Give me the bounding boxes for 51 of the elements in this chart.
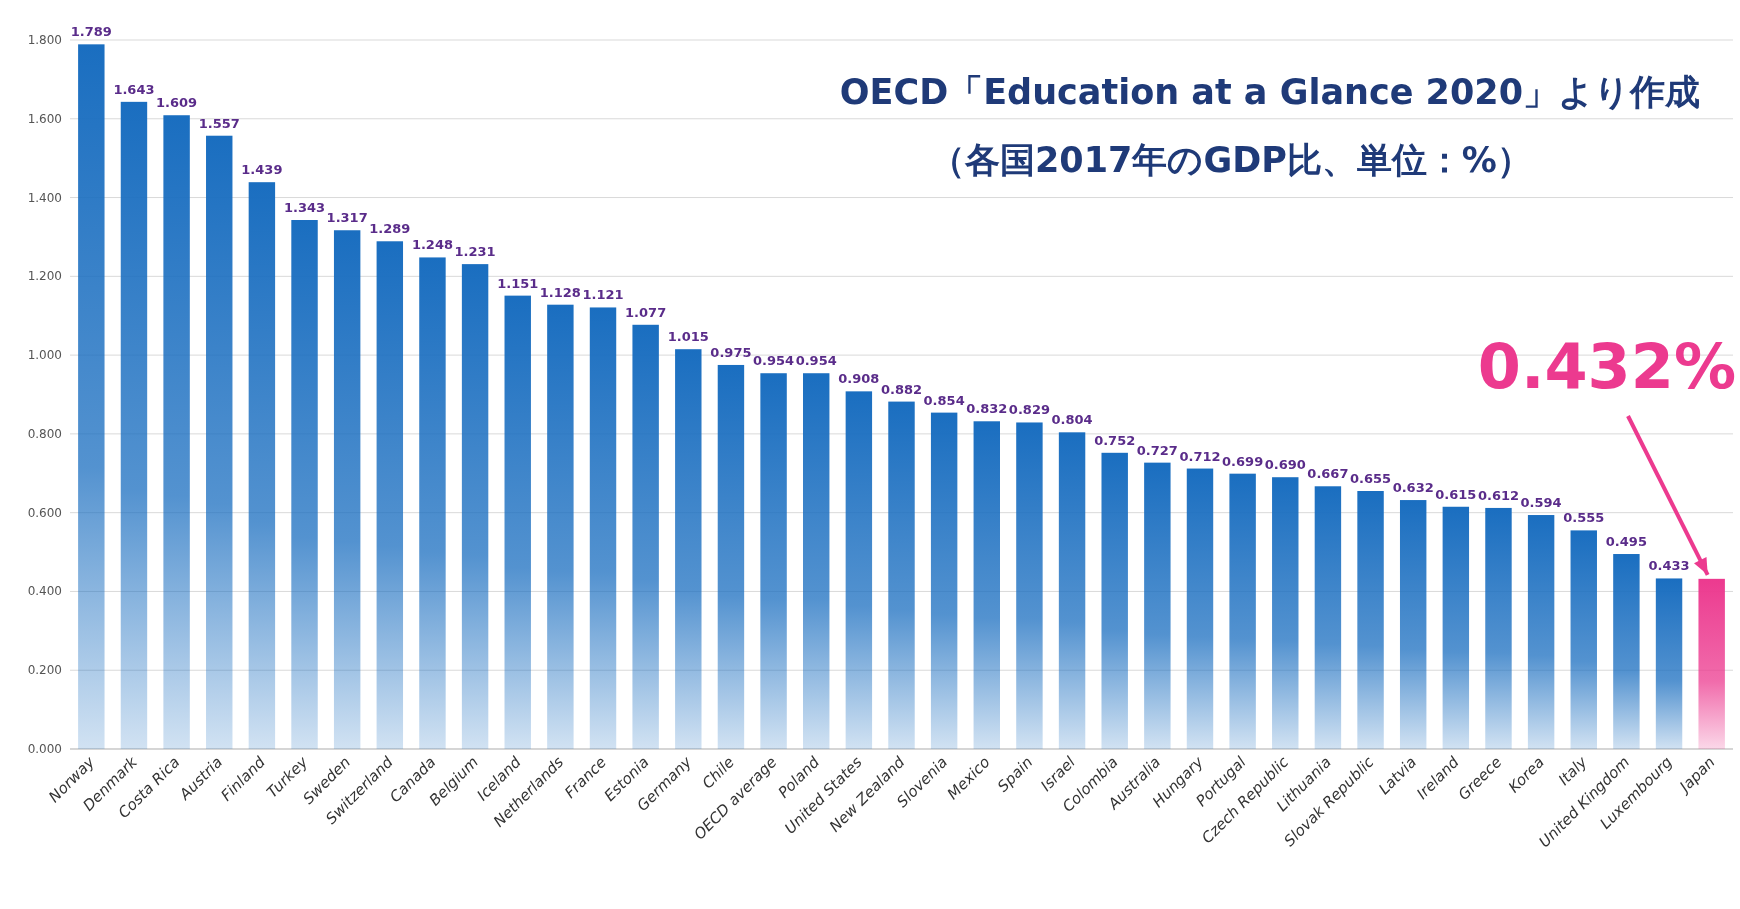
data-label: 1.317 bbox=[326, 210, 368, 226]
data-label: 0.615 bbox=[1435, 486, 1477, 502]
y-tick-label: 0.800 bbox=[27, 426, 62, 441]
data-label: 0.954 bbox=[753, 353, 795, 369]
data-label: 0.829 bbox=[1008, 402, 1050, 418]
data-label: 1.609 bbox=[156, 95, 198, 111]
y-tick-label: 0.200 bbox=[27, 663, 62, 678]
data-label: 0.433 bbox=[1648, 558, 1690, 574]
y-tick-label: 0.000 bbox=[27, 742, 62, 756]
data-label: 0.495 bbox=[1605, 534, 1647, 550]
data-label: 0.882 bbox=[880, 381, 923, 397]
data-label: 1.343 bbox=[283, 200, 326, 216]
data-label: 0.612 bbox=[1477, 487, 1520, 503]
data-label: 1.015 bbox=[667, 329, 709, 345]
data-label: 0.667 bbox=[1307, 466, 1349, 482]
text: OECD「Education at a Glance 2020」より作成 bbox=[839, 72, 1700, 112]
data-label: 1.789 bbox=[70, 24, 112, 40]
y-tick-label: 1.800 bbox=[27, 33, 62, 47]
y-tick-label: 1.600 bbox=[27, 111, 62, 126]
data-label: 1.289 bbox=[369, 221, 411, 237]
data-label: 0.727 bbox=[1136, 442, 1178, 458]
data-label: 1.557 bbox=[198, 115, 240, 131]
y-tick-label: 1.400 bbox=[27, 190, 62, 205]
data-label: 0.954 bbox=[795, 353, 837, 369]
data-label: 1.231 bbox=[454, 244, 496, 260]
data-label: 1.643 bbox=[113, 81, 155, 97]
data-label: 0.804 bbox=[1051, 412, 1093, 428]
text: （各国2017年のGDP比、単位：%） bbox=[930, 140, 1532, 180]
data-label: 0.555 bbox=[1563, 510, 1605, 526]
data-label: 1.151 bbox=[497, 275, 539, 291]
y-tick-label: 0.600 bbox=[27, 505, 62, 520]
data-label: 0.690 bbox=[1264, 457, 1306, 473]
data-label: 1.121 bbox=[582, 287, 624, 303]
data-label: 1.128 bbox=[539, 284, 581, 300]
data-label: 1.248 bbox=[411, 237, 454, 253]
data-label: 0.594 bbox=[1520, 495, 1562, 511]
data-label: 0.975 bbox=[710, 344, 752, 360]
data-label: 0.655 bbox=[1349, 471, 1392, 486]
y-tick-label: 1.200 bbox=[27, 269, 62, 284]
data-label: 0.832 bbox=[966, 401, 1008, 417]
data-label: 0.632 bbox=[1392, 480, 1434, 496]
data-label: 0.699 bbox=[1222, 453, 1264, 469]
y-tick-label: 0.400 bbox=[27, 584, 62, 599]
data-label: 0.752 bbox=[1094, 432, 1136, 448]
data-label: 0.854 bbox=[923, 392, 965, 408]
data-label: 1.077 bbox=[625, 304, 667, 320]
y-tick-label: 1.000 bbox=[27, 348, 62, 363]
annotation: 0.432% bbox=[1477, 330, 1736, 403]
data-label: 0.712 bbox=[1179, 448, 1221, 464]
data-label: 1.439 bbox=[241, 162, 283, 178]
data-label: 0.908 bbox=[838, 371, 880, 387]
